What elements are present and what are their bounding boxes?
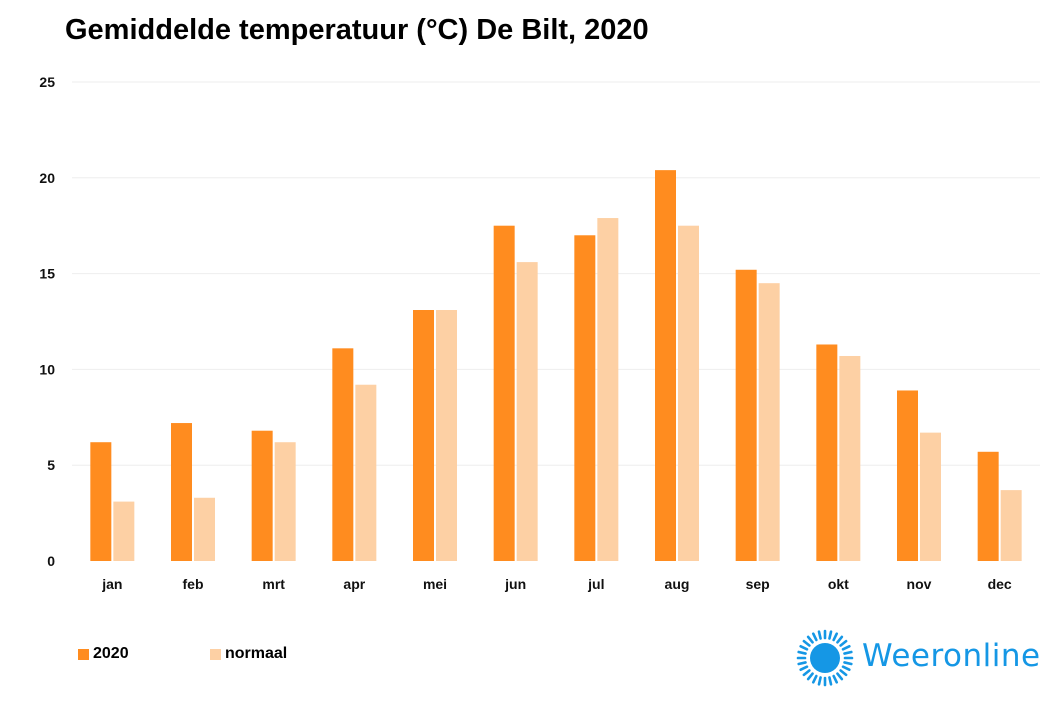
bar-normaal-mei [436,310,457,561]
weeronline-logo: Weeronline [795,628,1040,688]
bar-2020-jan [90,442,112,561]
x-tick-label-okt: okt [828,576,849,592]
bar-2020-aug [655,170,676,562]
x-tick-label-jan: jan [101,576,122,592]
bar-normaal-mrt [274,442,296,561]
x-tick-label-jun: jun [504,576,526,592]
legend-item-2020: 2020 [78,645,129,663]
legend-swatch-normaal [210,648,221,660]
chart-title: Gemiddelde temperatuur (°C) De Bilt, 202… [65,14,649,46]
legend-label-normaal: normaal [225,645,288,662]
x-tick-label-aug: aug [665,576,690,592]
bar-2020-mrt [251,430,273,561]
bar-normaal-jun [516,262,538,561]
bar-2020-mei [413,310,434,561]
legend-item-normaal: normaal [210,645,287,663]
y-tick-label: 15 [39,266,55,282]
bar-2020-feb [171,423,192,561]
bars [90,170,1022,562]
gridlines [72,81,1040,466]
x-tick-label-mei: mei [423,576,447,592]
bar-normaal-jul [597,218,619,561]
bar-2020-jul [574,235,596,561]
legend-swatch-2020 [78,648,89,660]
x-tick-label-mrt: mrt [262,576,285,592]
x-axis-ticks: jan feb mrt apr mei jun jul aug sep okt nov dec [101,576,1012,592]
x-tick-label-apr: apr [343,576,365,592]
bar-2020-jun [493,225,515,561]
bar-normaal-feb [194,497,215,561]
sun-icon [796,629,854,687]
x-tick-label-jul: jul [587,576,604,592]
y-tick-label: 5 [47,457,55,473]
bar-normaal-sep [758,283,780,561]
bar-2020-sep [735,269,757,561]
bar-normaal-dec [1000,490,1022,561]
y-tick-label: 20 [39,170,55,186]
bar-2020-okt [816,344,838,561]
bar-2020-nov [897,390,918,561]
bar-normaal-jan [113,501,135,561]
y-tick-label: 10 [39,361,55,377]
x-tick-label-feb: feb [183,576,204,592]
bar-normaal-okt [839,355,861,561]
bar-normaal-apr [355,384,377,561]
logo-text: Weeronline [862,638,1041,674]
bar-2020-dec [977,451,999,561]
y-tick-label: 0 [47,553,55,569]
x-tick-label-nov: nov [907,576,932,592]
y-tick-label: 25 [39,74,55,90]
x-tick-label-sep: sep [746,576,770,592]
x-tick-label-dec: dec [988,576,1012,592]
bar-2020-apr [332,348,354,561]
y-axis-ticks: 0 5 10 15 20 25 [39,74,55,569]
legend-label-2020: 2020 [93,645,129,662]
bar-normaal-nov [920,432,941,561]
bar-normaal-aug [678,225,699,561]
